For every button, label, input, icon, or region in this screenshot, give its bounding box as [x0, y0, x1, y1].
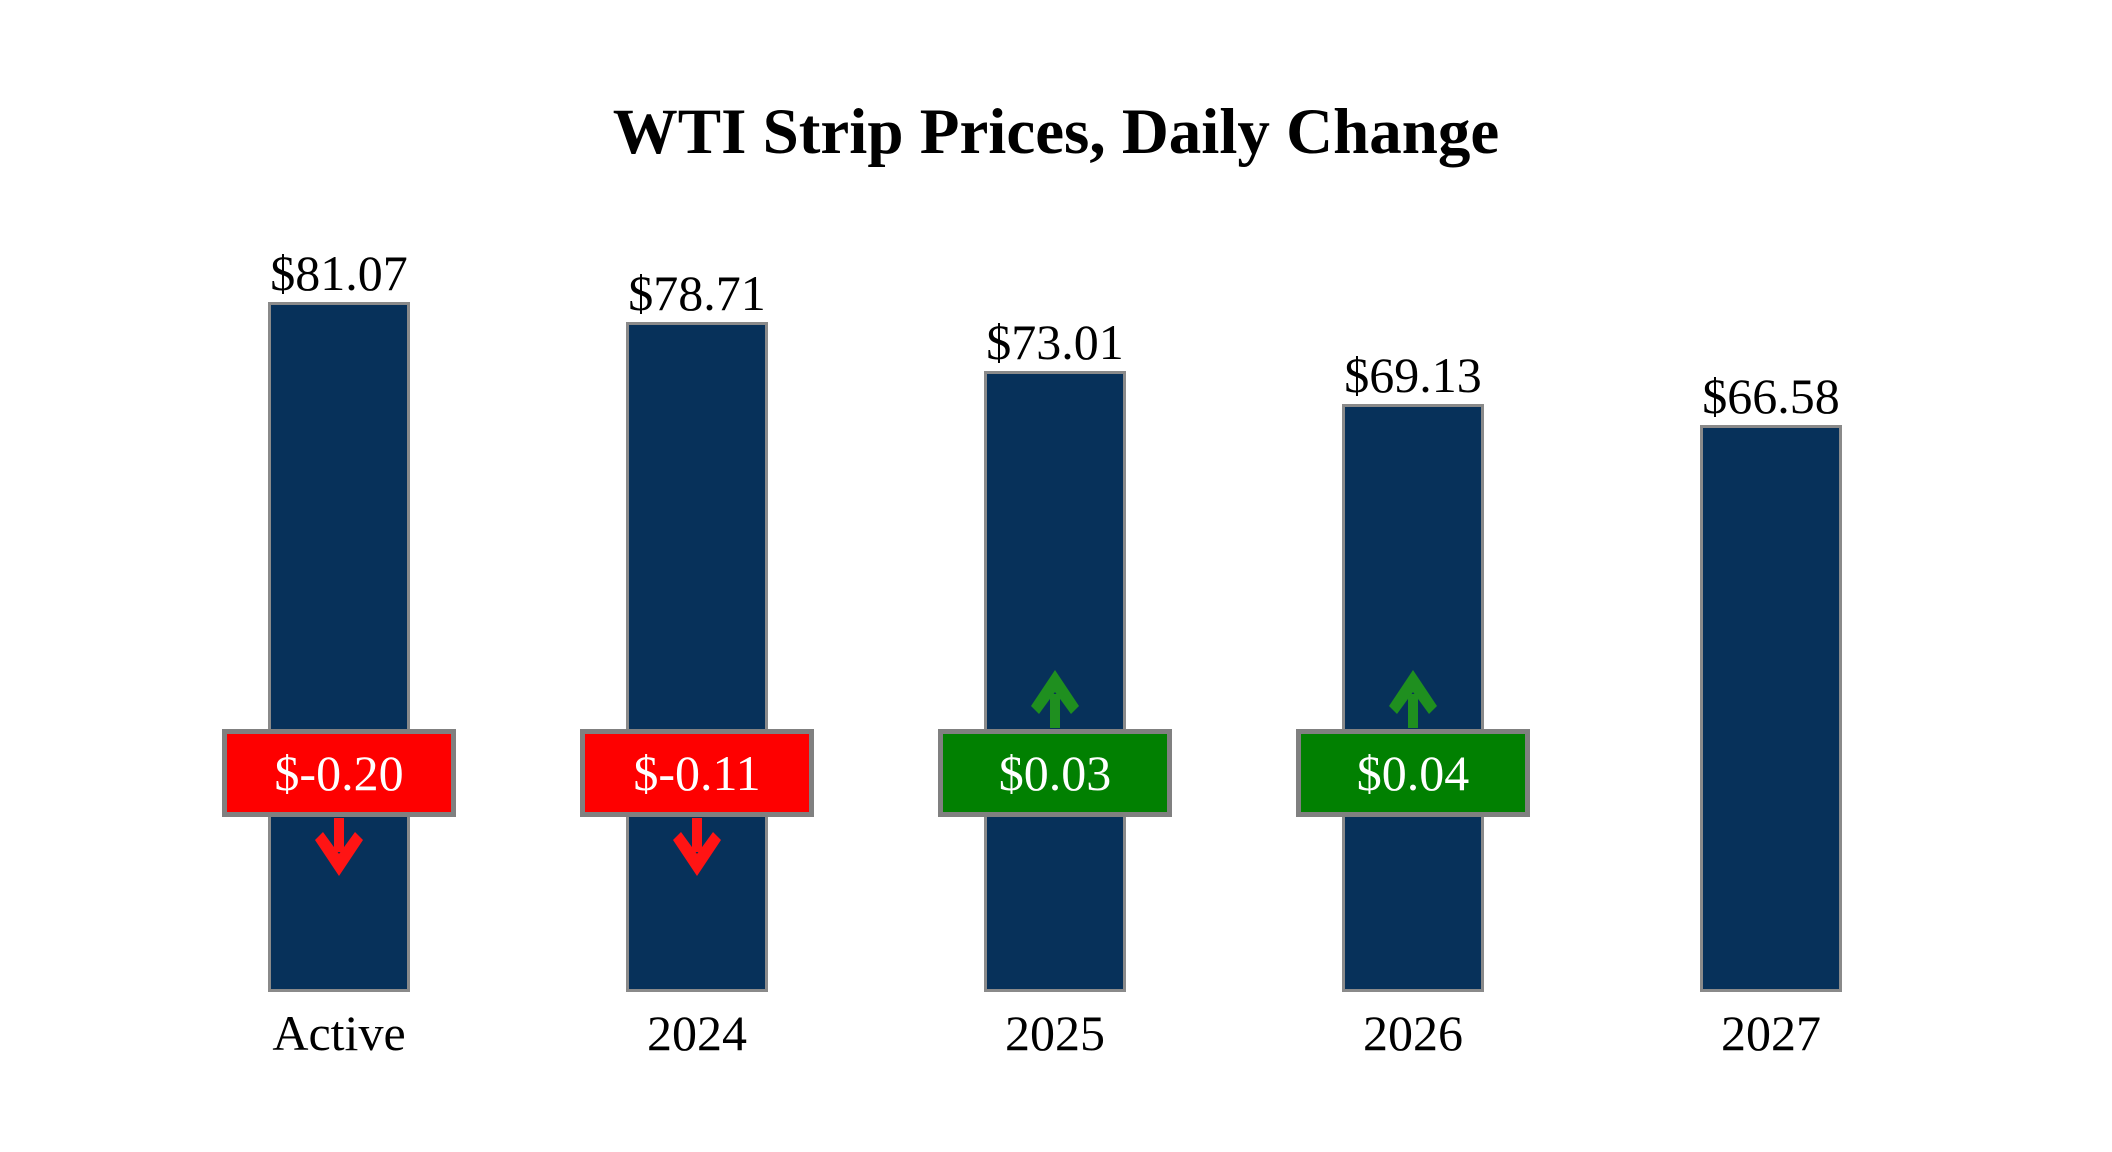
change-badge: $0.04	[1296, 729, 1530, 817]
change-badge-label: $0.04	[1356, 745, 1470, 801]
bar-value-label: $81.07	[270, 245, 408, 301]
bar	[1700, 425, 1842, 992]
change-badge-label: $0.03	[998, 745, 1112, 801]
bar-category-label: Active	[272, 1005, 406, 1061]
bar	[268, 302, 410, 992]
change-badge: $-0.20	[222, 729, 456, 817]
up-arrow-icon	[1385, 670, 1441, 733]
down-arrow-icon	[311, 818, 367, 881]
bar-value-label: $69.13	[1344, 347, 1482, 403]
chart-title: WTI Strip Prices, Daily Change	[612, 96, 1500, 168]
bar-category-label: 2025	[1005, 1005, 1105, 1061]
change-badge-label: $-0.11	[633, 745, 761, 801]
bar-category-label: 2026	[1363, 1005, 1463, 1061]
change-badge: $-0.11	[580, 729, 814, 817]
bar-category-label: 2024	[647, 1005, 747, 1061]
bar-value-label: $66.58	[1702, 368, 1840, 424]
bar	[1342, 404, 1484, 992]
change-badge: $0.03	[938, 729, 1172, 817]
up-arrow-icon	[1027, 670, 1083, 733]
down-arrow-icon	[669, 818, 725, 881]
bar-value-label: $78.71	[628, 265, 766, 321]
bar	[626, 322, 768, 992]
bar-value-label: $73.01	[986, 314, 1124, 370]
bar-category-label: 2027	[1721, 1005, 1821, 1061]
change-badge-label: $-0.20	[274, 745, 404, 801]
